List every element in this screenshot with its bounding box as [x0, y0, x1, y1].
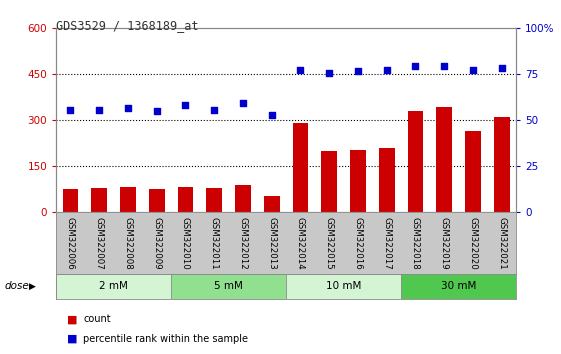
Text: 10 mM: 10 mM [326, 281, 361, 291]
Bar [63, 189, 79, 212]
Text: GSM322011: GSM322011 [210, 217, 219, 270]
Text: ▶: ▶ [29, 281, 36, 291]
Text: GSM322013: GSM322013 [267, 217, 276, 270]
Bar [235, 185, 251, 212]
Text: GSM322018: GSM322018 [411, 217, 420, 270]
Point [123, 105, 132, 111]
Bar [494, 117, 509, 212]
Bar [408, 111, 424, 212]
Bar [465, 131, 481, 212]
Bar [91, 188, 107, 212]
Bar [293, 124, 309, 212]
Bar [350, 149, 366, 212]
Text: count: count [83, 314, 111, 324]
Text: 2 mM: 2 mM [99, 281, 128, 291]
Point [66, 107, 75, 113]
Bar [120, 187, 136, 212]
Point [440, 63, 449, 69]
Text: GSM322016: GSM322016 [353, 217, 362, 270]
Bar [56, 274, 171, 299]
Text: GSM322012: GSM322012 [238, 217, 247, 270]
Point [95, 107, 104, 113]
Text: GSM322007: GSM322007 [95, 217, 104, 270]
Bar [178, 187, 194, 212]
Bar [379, 148, 394, 212]
Text: ■: ■ [67, 314, 78, 324]
Bar [286, 274, 401, 299]
Point [181, 102, 190, 108]
Bar [401, 274, 516, 299]
Point [296, 67, 305, 73]
Point [411, 63, 420, 69]
Text: dose: dose [4, 281, 29, 291]
Point [210, 107, 219, 113]
Bar [171, 274, 286, 299]
Text: GSM322021: GSM322021 [497, 217, 506, 270]
Text: 30 mM: 30 mM [441, 281, 476, 291]
Text: GDS3529 / 1368189_at: GDS3529 / 1368189_at [56, 19, 199, 33]
Point [468, 68, 477, 73]
Point [152, 108, 161, 114]
Bar [436, 107, 452, 212]
Text: percentile rank within the sample: percentile rank within the sample [83, 334, 248, 344]
Point [325, 70, 334, 76]
Point [238, 101, 247, 106]
Point [382, 67, 391, 73]
Text: 5 mM: 5 mM [214, 281, 243, 291]
Bar [321, 151, 337, 212]
Text: GSM322014: GSM322014 [296, 217, 305, 270]
Text: GSM322009: GSM322009 [152, 217, 161, 270]
Text: GSM322010: GSM322010 [181, 217, 190, 270]
Bar [206, 188, 222, 212]
Text: GSM322008: GSM322008 [123, 217, 132, 270]
Point [497, 65, 506, 70]
Point [353, 68, 362, 74]
Bar [149, 189, 164, 212]
Text: ■: ■ [67, 334, 78, 344]
Text: GSM322015: GSM322015 [325, 217, 334, 270]
Text: GSM322020: GSM322020 [468, 217, 477, 270]
Text: GSM322019: GSM322019 [440, 217, 449, 270]
Bar [264, 195, 279, 212]
Text: GSM322017: GSM322017 [382, 217, 391, 270]
Point [267, 112, 276, 118]
Text: GSM322006: GSM322006 [66, 217, 75, 270]
